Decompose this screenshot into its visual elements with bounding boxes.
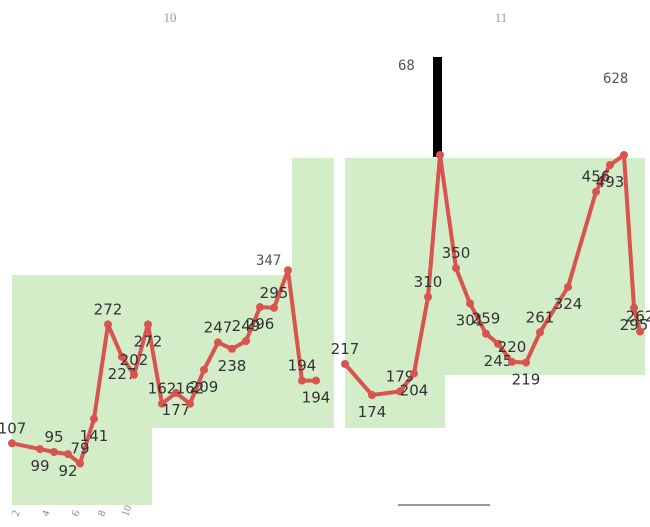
data-label: 99 [30,457,49,475]
x-tick-label: 8 [96,508,109,518]
data-point [200,365,208,374]
data-label: 324 [554,295,583,313]
data-label: 92 [58,462,77,480]
data-label: 162 [148,380,177,398]
data-point [90,414,98,423]
data-point [186,399,194,408]
black-bar [433,57,442,157]
data-point [8,439,16,448]
data-point [368,391,376,399]
panel-left-tall [292,158,334,428]
peak-label-68: 68 [398,58,415,74]
series-layer: 1079995927914127222720227216217716220924… [0,151,650,480]
data-label: 296 [246,315,275,333]
data-point [36,445,44,454]
data-point [410,369,418,378]
data-label: 79 [70,440,89,458]
data-label: 295 [260,284,289,302]
data-point [424,293,432,301]
data-point [592,187,600,196]
data-point [482,329,490,338]
data-label: 261 [526,308,555,326]
x-tick-label: 4 [40,508,53,518]
data-label: 238 [218,357,247,375]
data-label: 179 [386,367,415,385]
x-tick-layer: 2 4 6 8 10 [10,503,135,518]
data-point [228,344,236,353]
data-label: 245 [484,352,513,370]
data-point [144,320,152,329]
data-label: 350 [442,244,471,262]
data-point [172,388,180,397]
data-label: 249 [232,317,261,335]
x-tick-label: 10 [120,503,135,518]
data-point [158,399,166,408]
data-label: 107 [0,419,26,437]
data-point [536,328,544,337]
data-point [636,327,644,336]
data-point [104,320,112,329]
peak-label-347: 347 [256,253,281,269]
data-point [494,339,502,348]
data-point [630,303,638,312]
data-point [522,358,530,367]
data-label: 220 [498,338,527,356]
data-point [214,338,222,347]
series-line-segment-0 [11,268,316,466]
data-label: 95 [44,428,63,446]
panel-left-mid [152,275,292,428]
data-label: 194 [302,389,331,407]
header-label-10: 10 [164,10,177,25]
data-point [452,264,460,273]
data-point [606,161,614,169]
data-point [396,387,404,396]
header-label-11: 11 [495,10,508,25]
data-label: 177 [162,401,191,419]
data-point [242,337,250,345]
data-label: 272 [94,300,123,318]
data-label: 174 [358,403,387,421]
data-point [312,376,320,385]
data-label: 209 [190,378,219,396]
data-point [270,303,278,312]
data-point [620,151,628,159]
data-point [50,448,58,456]
data-point [284,266,292,275]
data-point [466,299,474,308]
data-point [341,360,349,368]
data-label: 162 [176,380,205,398]
data-label: 259 [472,310,501,328]
data-label: 219 [512,371,541,389]
x-tick-label: 2 [10,509,23,518]
data-label: 262 [626,308,650,326]
x-tick-label: 6 [70,508,83,518]
data-point [130,370,138,379]
data-point [298,376,306,385]
peak-label-628: 628 [603,71,628,87]
panel-right-b [445,158,645,375]
data-label: 247 [204,318,233,336]
data-label: 194 [288,357,317,375]
data-label: 141 [80,427,109,445]
data-label: 204 [400,381,429,399]
data-label: 310 [414,273,443,291]
data-point [436,151,444,159]
data-label: 272 [134,332,163,350]
data-label: 301 [456,312,485,330]
data-label: 217 [331,340,360,358]
background-panels [12,158,645,505]
data-point [508,357,516,366]
data-label: 202 [120,351,149,369]
data-point [564,282,572,291]
data-label: 227 [108,365,137,383]
data-point [256,303,264,312]
data-point [118,352,126,361]
data-point [64,450,72,459]
data-point [76,459,84,468]
data-label: 493 [596,173,625,191]
data-label: 456 [582,168,611,186]
